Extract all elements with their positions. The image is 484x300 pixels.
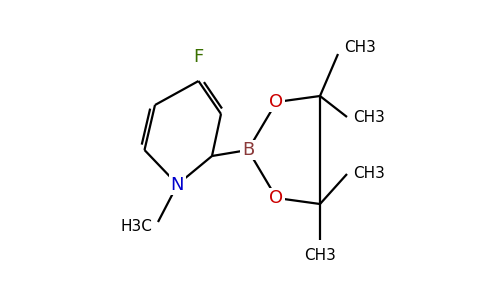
Text: CH3: CH3 [304, 248, 336, 262]
Text: O: O [270, 189, 284, 207]
Text: F: F [194, 48, 204, 66]
Text: O: O [270, 93, 284, 111]
Text: CH3: CH3 [353, 167, 385, 182]
Text: CH3: CH3 [344, 40, 376, 56]
Text: CH3: CH3 [353, 110, 385, 124]
Text: N: N [171, 176, 184, 194]
Text: B: B [242, 141, 254, 159]
Text: H3C: H3C [121, 219, 152, 234]
